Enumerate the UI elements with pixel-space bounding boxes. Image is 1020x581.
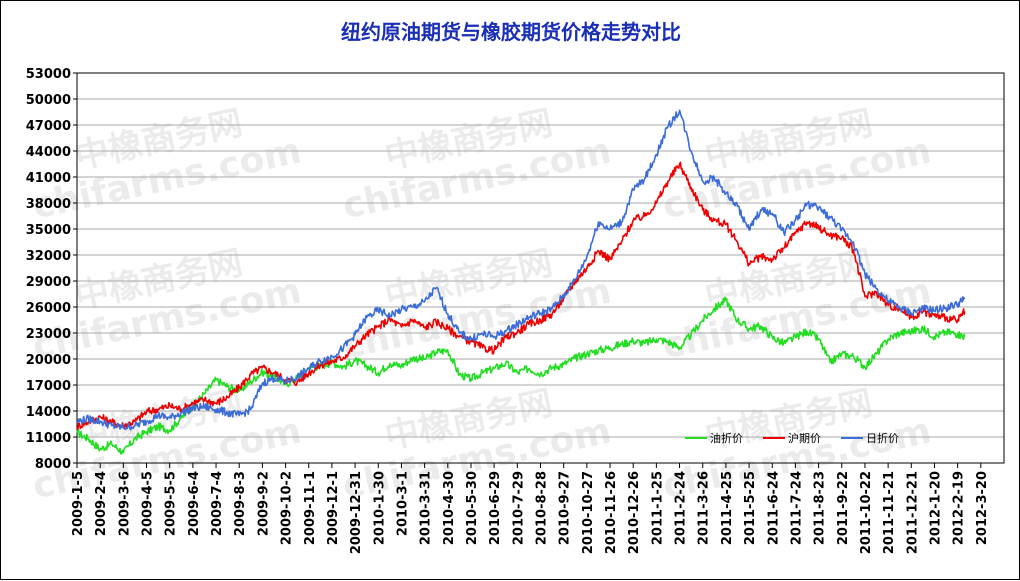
y-tick-label: 26000 [26, 301, 71, 316]
chart-title: 纽约原油期货与橡胶期货价格走势对比 [341, 20, 681, 44]
y-tick-label: 50000 [26, 93, 71, 108]
y-tick-label: 32000 [26, 249, 71, 264]
series-line-0 [76, 296, 966, 455]
x-tick-label: 2010-10-27 [581, 471, 596, 554]
x-tick-label: 2011-4-25 [720, 471, 735, 545]
legend-label-0: 油折价 [710, 431, 743, 445]
x-tick-label: 2012-1-20 [928, 471, 943, 545]
x-tick-label: 2011-5-25 [743, 471, 758, 545]
y-tick-label: 38000 [26, 197, 71, 212]
x-tick-label: 2011-11-21 [882, 471, 897, 554]
x-tick-label: 2011-9-22 [836, 471, 851, 545]
x-tick-label: 2011-10-22 [859, 471, 874, 554]
x-tick-label: 2009-2-4 [94, 471, 109, 536]
x-tick-label: 2010-8-28 [535, 471, 550, 545]
x-tick-label: 2010-9-27 [558, 471, 573, 545]
x-tick-label: 2011-6-24 [766, 471, 781, 545]
x-tick-label: 2011-12-21 [905, 471, 920, 554]
y-tick-label: 41000 [26, 171, 71, 186]
x-tick-label: 2010-12-26 [627, 471, 642, 554]
y-tick-label: 29000 [26, 275, 71, 290]
x-tick-label: 2012-2-19 [952, 471, 967, 545]
x-tick-label: 2009-12-1 [326, 471, 341, 545]
x-tick-label: 2010-3-1 [395, 471, 410, 536]
x-tick-label: 2011-3-26 [697, 471, 712, 545]
x-tick-label: 2010-6-29 [488, 471, 503, 545]
x-tick-label: 2009-5-5 [164, 471, 179, 536]
x-tick-label: 2009-1-5 [71, 471, 86, 536]
x-tick-label: 2009-11-1 [303, 471, 318, 545]
x-tick-label: 2010-11-26 [604, 471, 619, 554]
y-tick-label: 53000 [26, 67, 71, 82]
x-tick-label: 2011-7-24 [789, 471, 804, 545]
x-tick-label: 2011-1-25 [650, 471, 665, 545]
x-tick-label: 2009-3-6 [117, 471, 132, 536]
x-tick-label: 2010-5-30 [465, 471, 480, 545]
x-tick-label: 2012-3-20 [975, 471, 990, 545]
y-tick-label: 35000 [26, 223, 71, 238]
x-tick-label: 2009-10-2 [280, 471, 295, 545]
legend-label-2: 日折价 [866, 431, 899, 445]
y-tick-label: 17000 [26, 379, 71, 394]
x-tick-label: 2011-8-23 [813, 471, 828, 545]
x-tick-label: 2009-4-5 [141, 471, 156, 536]
y-tick-label: 20000 [26, 353, 71, 368]
series-line-1 [76, 161, 966, 431]
legend-label-1: 沪期价 [788, 431, 821, 445]
x-tick-label: 2009-8-3 [233, 471, 248, 536]
x-tick-label: 2009-12-31 [349, 471, 364, 554]
x-tick-label: 2010-1-30 [372, 471, 387, 545]
y-tick-label: 8000 [35, 457, 71, 472]
series-line-2 [76, 109, 966, 431]
x-tick-label: 2010-4-30 [442, 471, 457, 545]
y-tick-label: 14000 [26, 405, 71, 420]
x-tick-label: 2009-9-2 [256, 471, 271, 536]
x-tick-label: 2010-3-31 [419, 471, 434, 545]
y-tick-label: 47000 [26, 119, 71, 134]
x-tick-label: 2009-6-4 [187, 471, 202, 536]
x-tick-label: 2009-7-4 [210, 471, 225, 536]
y-tick-label: 23000 [26, 327, 71, 342]
x-tick-label: 2010-7-29 [511, 471, 526, 545]
y-tick-label: 44000 [26, 145, 71, 160]
x-tick-label: 2011-2-24 [674, 471, 689, 545]
y-tick-label: 11000 [26, 431, 71, 446]
